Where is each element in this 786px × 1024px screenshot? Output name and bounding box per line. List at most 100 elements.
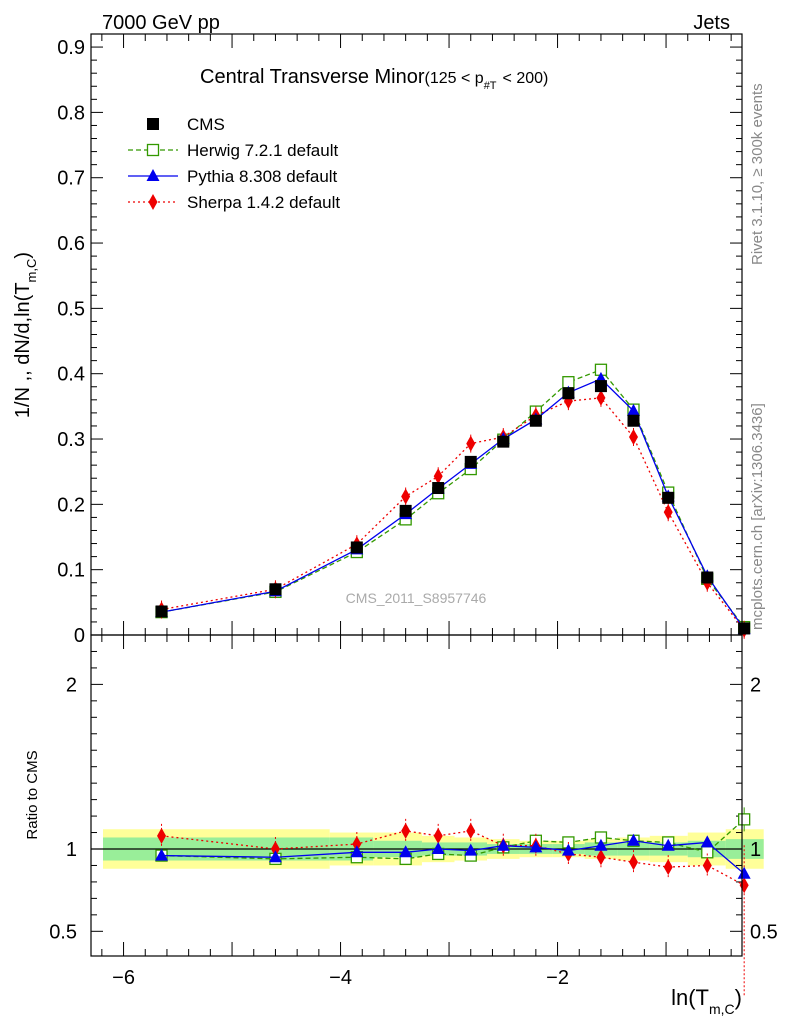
ratio-herwig-point: [701, 846, 714, 859]
cms-point: [627, 414, 640, 427]
legend-sherpa-marker: [148, 194, 158, 210]
y-tick-label: 0.2: [57, 494, 85, 516]
x-axis-label-sub: m,C: [709, 1001, 735, 1017]
main-panel: Central Transverse Minor(125 < p#T < 200)…: [12, 33, 751, 647]
sherpa-point: [663, 504, 673, 521]
y-axis-label-tail: ): [12, 252, 34, 259]
y-axis-label-text: 1/N ,, dN/d,ln(T: [12, 282, 34, 418]
ratio-pythia-point: [627, 833, 640, 846]
sherpa-point: [401, 488, 411, 505]
legend-herwig-label: Herwig 7.2.1 default: [187, 141, 338, 160]
legend-pythia-marker: [146, 169, 160, 181]
cms-point: [350, 541, 363, 554]
legend-herwig-marker: [146, 143, 160, 157]
cms-point: [399, 504, 412, 517]
herwig-line: [161, 369, 745, 628]
y-tick-label: 0.7: [57, 168, 85, 190]
legend-cms-marker: [147, 118, 159, 130]
x-axis-label-text: ln(T: [671, 985, 709, 1010]
ratio-pythia-point: [561, 843, 575, 856]
ratio-sherpa-point: [270, 841, 280, 857]
energy-label: 7000 GeV pp: [102, 12, 220, 34]
ratio-tick-label: 1: [66, 839, 77, 861]
ratio-sherpa-point: [702, 857, 712, 874]
ratio-y-ticks: 0.5 0.5 1 1 2 2: [49, 650, 778, 943]
y-tick-label: 0.3: [57, 429, 85, 451]
ratio-tick-label-right: 1: [750, 839, 761, 861]
ratio-tick-label: 2: [66, 674, 77, 696]
sherpa-point: [466, 435, 476, 452]
ratio-herwig-point: [738, 813, 751, 826]
y-tick-label: 0.9: [57, 37, 85, 59]
analysis-watermark: CMS_2011_S8957746: [346, 590, 487, 606]
pythia-line: [161, 378, 745, 630]
ratio-pythia-point: [155, 848, 169, 861]
ratio-pythia-point: [737, 866, 751, 879]
cms-point: [497, 435, 510, 448]
legend-sherpa-label: Sherpa 1.4.2 default: [187, 193, 340, 212]
y-tick-label: 0.8: [57, 102, 85, 124]
plot-title: Central Transverse Minor(125 < p#T < 200): [200, 66, 548, 92]
main-series: [155, 363, 751, 639]
cms-point: [594, 380, 607, 393]
x-tick-label: −6: [112, 967, 135, 989]
ratio-pythia-point: [700, 835, 714, 848]
main-y-ticks: 0 0.1 0.2 0.3 0.4 0.5 0.6 0.7 0.8 0.9: [57, 33, 742, 647]
ratio-tick-label-right: 0.5: [750, 921, 778, 943]
cms-point: [701, 571, 714, 584]
y-tick-label: 0.6: [57, 233, 85, 255]
mcplots-label: mcplots.cern.ch [arXiv:1306.3436]: [749, 403, 766, 630]
ratio-sherpa-point: [663, 859, 673, 876]
pythia-point: [627, 403, 640, 416]
process-label: Jets: [693, 12, 730, 34]
subtitle-text: (125 < p: [425, 70, 484, 87]
ratio-tick-label: 0.5: [49, 921, 77, 943]
ratio-pythia-point: [464, 843, 478, 856]
cms-point: [432, 482, 445, 495]
ratio-pythia-point: [529, 840, 543, 853]
ratio-tick-label-right: 2: [750, 674, 761, 696]
legend-pythia-label: Pythia 8.308 default: [187, 167, 338, 186]
ratio-pythia-line: [161, 840, 745, 875]
rivet-label: Rivet 3.1.10, ≥ 300k events: [749, 83, 766, 265]
x-axis-label: ln(Tm,C): [671, 985, 742, 1017]
cms-point: [562, 387, 575, 400]
y-tick-label: 0: [74, 625, 85, 647]
ratio-pythia-point: [496, 838, 510, 851]
cms-point: [529, 414, 542, 427]
cms-point: [155, 605, 168, 618]
ratio-y-axis-label: Ratio to CMS: [24, 750, 41, 839]
ratio-panel: 0.5 0.51 12 2 −6 −4 −2 Ratio to CMS ln(Tm,C): [24, 34, 778, 1017]
sherpa-point: [433, 468, 443, 485]
ratio-series: [155, 807, 751, 996]
y-axis-label-sub: m,C: [24, 259, 39, 283]
y-tick-label: 0.1: [57, 560, 85, 582]
y-tick-label: 0.5: [57, 298, 85, 320]
ratio-pythia-point: [594, 838, 608, 851]
cms-point: [269, 583, 282, 596]
ratio-pythia-point: [268, 850, 282, 863]
band-inner-segment: [725, 839, 764, 859]
ratio-pythia-point: [431, 842, 445, 854]
ratio-sherpa-point: [596, 849, 606, 866]
cms-point: [738, 622, 751, 635]
ratio-sherpa-point: [466, 822, 476, 839]
subtitle-subscript: #T: [484, 80, 497, 92]
x-tick-label: −2: [546, 967, 569, 989]
ratio-pythia-point: [399, 845, 413, 858]
sherpa-point: [596, 389, 606, 406]
sherpa-point: [629, 429, 638, 446]
legend-cms-label: CMS: [187, 115, 225, 134]
x-tick-label: −4: [329, 967, 352, 989]
ratio-pythia-point: [661, 838, 675, 851]
x-axis-label-tail: ): [735, 985, 742, 1010]
x-ticks: −6 −4 −2: [101, 34, 732, 989]
subtitle-tail: < 200): [503, 70, 549, 87]
y-axis-label: 1/N ,, dN/d,ln(Tm,C): [12, 252, 39, 418]
ratio-frame: [90, 634, 743, 957]
ratio-sherpa-point: [401, 822, 411, 839]
cms-point: [464, 455, 477, 468]
ratio-sherpa-point: [433, 827, 443, 844]
ratio-sherpa-point: [352, 836, 362, 853]
